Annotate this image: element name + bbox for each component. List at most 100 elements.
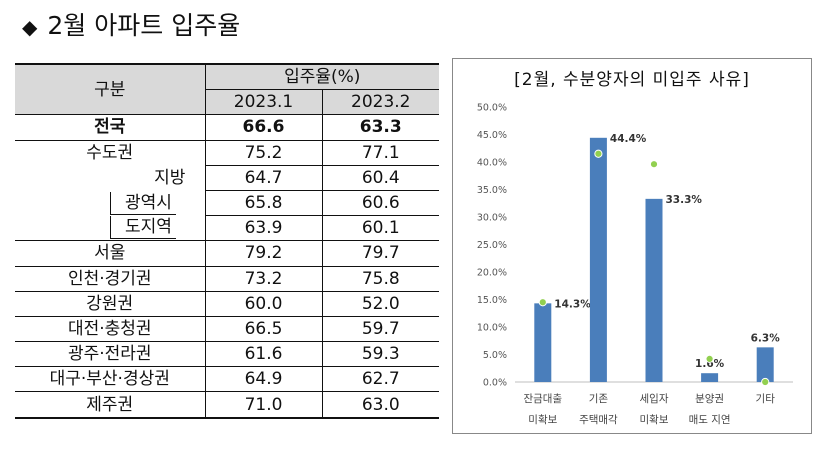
cell-v1: 61.6: [204, 341, 322, 368]
header-col-2023-1: 2023.1: [204, 89, 322, 116]
cell-v2: 62.7: [321, 366, 439, 393]
x-tick-label: 미확보: [640, 413, 669, 426]
data-label: 14.3%: [554, 298, 591, 310]
x-tick-label: 매도 지연: [689, 414, 731, 426]
row-label-text: 광주·전라권: [67, 344, 152, 365]
table-body: 전국 66.6 63.3 수도권 75.2 77.1 지방 64.7 60.4 광역시 65.8 60…: [15, 114, 439, 419]
data-label: 33.3%: [666, 194, 703, 206]
x-tick-label: 분양권: [695, 393, 724, 405]
cell-v2: 63.0: [321, 391, 439, 419]
dot-marker: [649, 160, 659, 169]
table-row: 강원권 60.0 52.0: [15, 291, 439, 317]
row-label-text: 대구·부산·경상권: [49, 369, 170, 390]
row-label-text: 서울: [94, 243, 126, 264]
header-rate-group: 입주율(%): [204, 63, 439, 91]
cell-v2: 75.8: [321, 266, 439, 292]
data-label: 6.3%: [751, 332, 781, 344]
y-tick-label: 45.0%: [477, 130, 507, 141]
dot-marker: [538, 298, 547, 307]
row-label-text: 강원권: [86, 293, 134, 314]
row-label: 강원권: [15, 291, 205, 317]
row-label: 광역시: [15, 190, 205, 215]
cell-v2: 63.3: [321, 114, 439, 141]
row-label-text: 인천·경기권: [67, 268, 152, 289]
cell-v2: 79.7: [321, 240, 439, 267]
table-row: 대전·충청권 66.5 59.7: [15, 316, 439, 343]
row-label: 광주·전라권: [15, 341, 205, 368]
row-label-text: 지방: [154, 167, 186, 188]
row-label: 서울: [15, 240, 205, 267]
y-tick-label: 20.0%: [477, 268, 507, 279]
cell-v2: 77.1: [321, 140, 439, 166]
cell-v1: 63.9: [204, 215, 322, 242]
cell-v2: 59.7: [321, 316, 439, 343]
table-row: 대구·부산·경상권 64.9 62.7: [15, 366, 439, 393]
bar: [756, 347, 774, 382]
row-label-text: 광역시: [110, 191, 176, 215]
bar: [534, 303, 552, 382]
row-label: 대구·부산·경상권: [15, 366, 205, 393]
y-tick-label: 10.0%: [477, 323, 507, 334]
data-label: 1.6%: [695, 358, 725, 370]
x-tick-label: 세입자: [640, 392, 669, 405]
cell-v2: 60.4: [321, 165, 439, 191]
y-tick-label: 5.0%: [483, 350, 507, 361]
row-label: 제주권: [15, 391, 205, 419]
row-label-text: 도지역: [110, 216, 176, 240]
chart-title: [2월, 수분양자의 미입주 사유]: [514, 70, 750, 90]
row-label: 수도권: [15, 140, 205, 165]
x-tick-label: 주택매각: [579, 414, 618, 426]
chart-panel: [2월, 수분양자의 미입주 사유] 0.0% 5.0% 10.0% 15.0% 20.…: [452, 58, 812, 434]
cell-v1: 60.0: [204, 291, 322, 317]
occupancy-table: 구분 입주율(%) 2023.1 2023.2 전국 66.6 63.3 수도권 75.…: [15, 63, 439, 419]
dot-marker: [705, 354, 714, 363]
table-row: 광역시 65.8 60.6: [15, 190, 439, 217]
cell-v1: 73.2: [204, 266, 322, 292]
y-tick-label: 40.0%: [477, 158, 507, 169]
row-label-text: 전국: [94, 117, 126, 138]
y-tick-label: 50.0%: [477, 103, 507, 114]
row-label-text: 제주권: [86, 394, 134, 415]
header-category: 구분: [15, 63, 205, 116]
table-row: 수도권 75.2 77.1: [15, 140, 439, 166]
cell-v1: 79.2: [204, 240, 322, 267]
row-label: 지방: [15, 165, 205, 190]
cell-v1: 66.5: [204, 316, 322, 343]
cell-v1: 66.6: [204, 114, 322, 141]
table-row: 광주·전라권 61.6 59.3: [15, 341, 439, 368]
dot-marker: [594, 149, 603, 158]
bar: [701, 373, 719, 382]
row-label-text: 대전·충청권: [67, 318, 152, 339]
row-label: 전국: [15, 114, 205, 141]
y-tick-label: 25.0%: [477, 240, 507, 251]
cell-v2: 60.6: [321, 190, 439, 217]
table-row: 인천·경기권 73.2 75.8: [15, 266, 439, 292]
diamond-icon: ◆: [22, 15, 38, 39]
table-row: 전국 66.6 63.3: [15, 114, 439, 141]
page-title: ◆ 2월 아파트 입주율: [22, 10, 240, 43]
table-row: 지방 64.7 60.4: [15, 165, 439, 191]
cell-v1: 64.9: [204, 366, 322, 393]
row-label: 대전·충청권: [15, 316, 205, 343]
cell-v1: 65.8: [204, 190, 322, 217]
y-tick-label: 30.0%: [477, 213, 507, 224]
row-label: 인천·경기권: [15, 266, 205, 292]
cell-v2: 59.3: [321, 341, 439, 368]
table-row: 도지역 63.9 60.1: [15, 215, 439, 242]
bar: [589, 137, 607, 382]
bar-chart: 0.0% 5.0% 10.0% 15.0% 20.0% 25.0% 30.0% 35.0% 40…: [477, 103, 793, 426]
table-row: 제주권 71.0 63.0: [15, 391, 439, 419]
y-tick-label: 35.0%: [477, 185, 507, 196]
x-tick-label: 기타: [756, 393, 776, 405]
dot-marker: [761, 377, 770, 387]
table-row: 서울 79.2 79.7: [15, 240, 439, 267]
row-label-text: 수도권: [86, 142, 134, 163]
y-tick-label: 0.0%: [483, 378, 507, 389]
cell-v1: 64.7: [204, 165, 322, 191]
header-col-2023-2: 2023.2: [321, 89, 439, 116]
cell-v2: 52.0: [321, 291, 439, 317]
cell-v1: 75.2: [204, 140, 322, 166]
y-tick-label: 15.0%: [477, 295, 507, 306]
x-tick-label: 미확보: [528, 413, 557, 426]
data-label: 44.4%: [610, 133, 647, 145]
